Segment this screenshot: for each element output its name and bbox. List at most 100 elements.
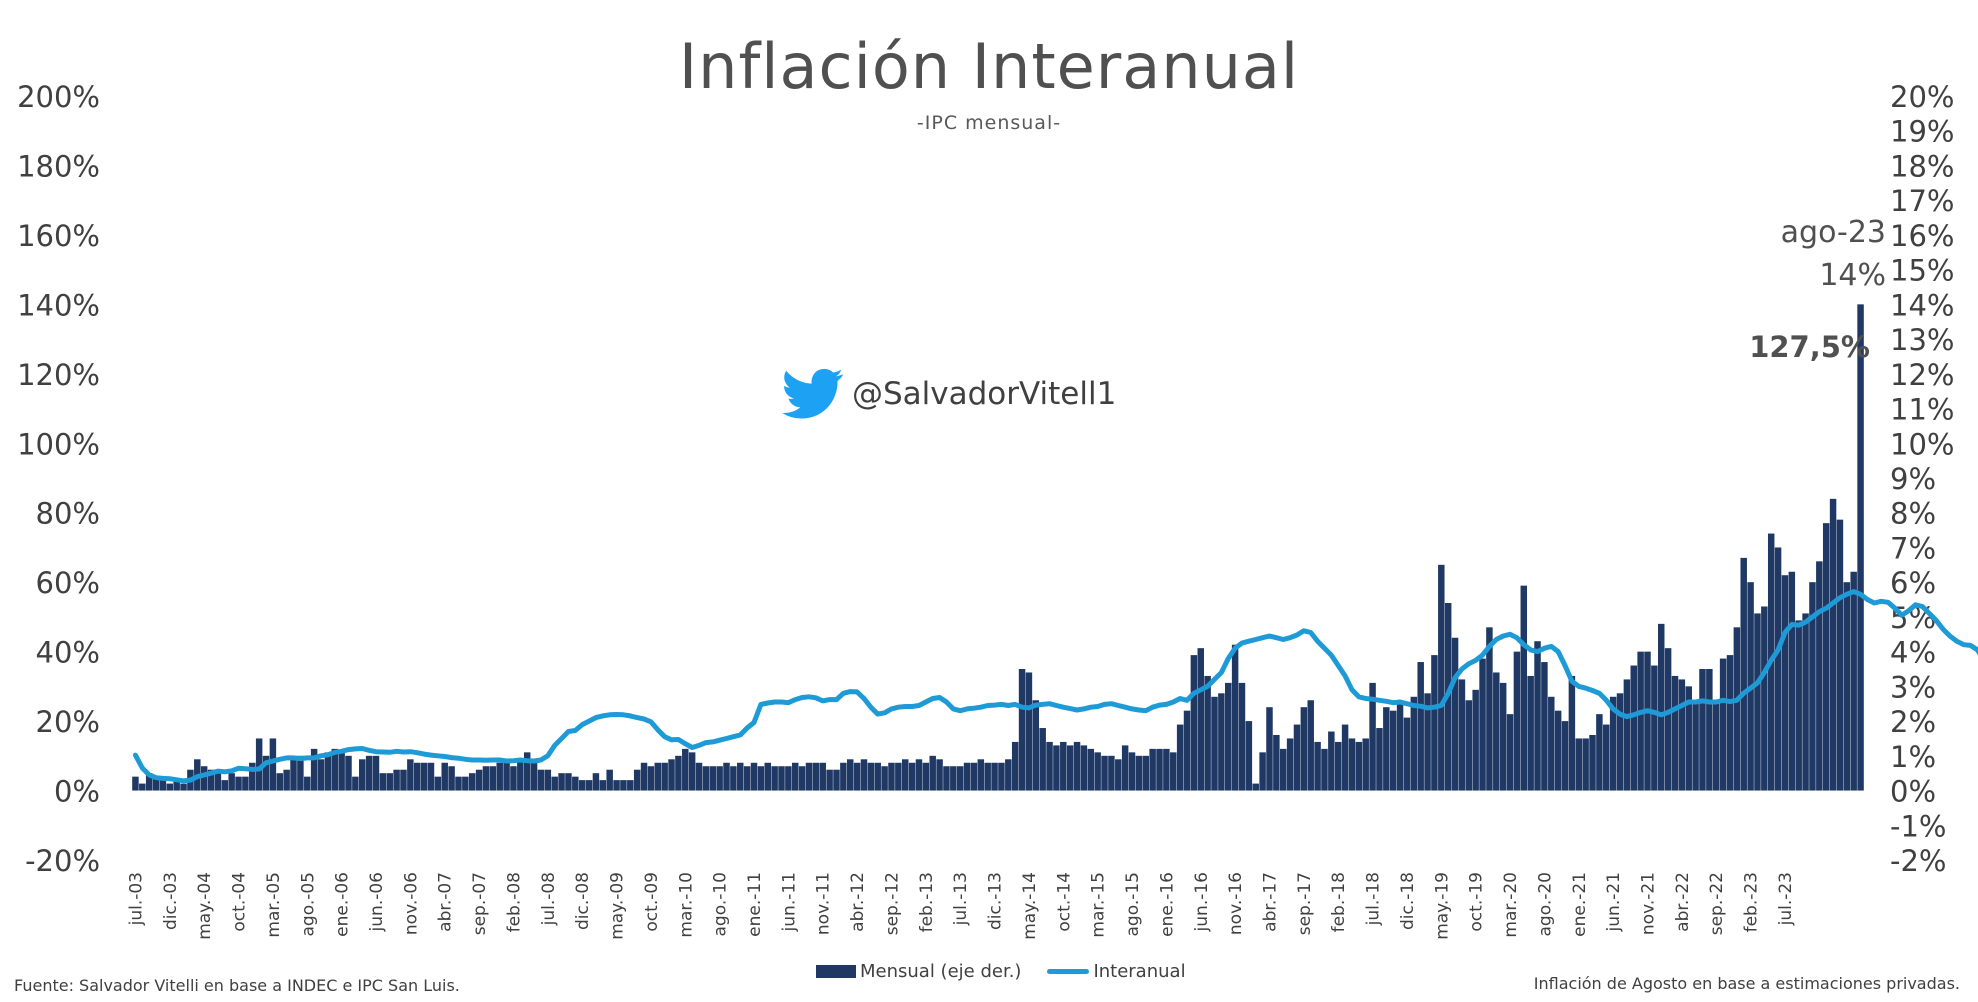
x-tick-label: ago.-20 [1535,872,1555,936]
bar [1664,648,1672,791]
bar [441,762,448,791]
bar [1465,700,1473,791]
bar [1829,498,1837,791]
bar [1513,651,1521,791]
bar [1307,700,1314,791]
bar [1692,703,1699,791]
bar [950,766,957,791]
bar [1362,738,1369,791]
bar [242,776,249,791]
x-tick-label: ene.-06 [333,872,353,937]
twitter-handle: @SalvadorVitell1 [852,376,1117,412]
bar [1115,759,1122,791]
bar [654,762,662,791]
bar [462,776,469,791]
bar [1369,682,1376,791]
x-tick-label: ago.-15 [1123,872,1143,936]
x-tick-label: dic.-13 [986,872,1006,930]
bar [1225,682,1232,791]
bar [221,780,229,791]
bar [1740,557,1747,791]
bar [1706,669,1713,791]
bar [881,766,888,791]
right-tick-label: 3% [1890,670,1936,704]
bar [792,762,799,791]
bar [510,766,517,791]
bar [345,755,352,791]
x-tick-label: feb.-18 [1329,872,1349,932]
bar [963,762,971,791]
bar [352,776,359,791]
bar [1252,783,1259,791]
bar [1788,571,1796,791]
bar [1080,745,1088,791]
bar [1087,748,1095,791]
bar [833,769,840,791]
bar [1011,741,1019,791]
bar [132,776,139,791]
bar [716,766,723,791]
annotation-month: ago-23 [1780,215,1886,250]
chart-title: Inflación Interanual [678,30,1300,103]
bar [702,766,710,791]
x-tick-label: jul.-13 [951,872,971,926]
x-tick-label: nov.-06 [401,872,421,935]
bar [1575,738,1583,791]
bar [523,752,531,791]
bar [860,759,868,791]
x-tick-label: may.-09 [608,872,628,940]
bar [1245,721,1253,791]
bar [1568,675,1576,791]
bar [1486,627,1493,791]
bar [1671,675,1679,791]
x-tick-label: mar.-15 [1089,872,1109,938]
bar [743,766,751,791]
bar [1197,648,1204,791]
x-tick-label: oct.-09 [642,872,662,932]
bar [180,783,187,791]
bar [778,766,785,791]
x-tick-label: nov.-16 [1226,872,1246,935]
right-tick-label: 20% [1890,80,1954,114]
bar [1389,710,1397,791]
bar [255,738,263,791]
bar [400,769,407,791]
bar [558,773,565,791]
bar [475,769,483,791]
line-series-interanual [132,589,1978,784]
x-tick-label: jul.-08 [539,872,559,926]
bar [867,762,875,791]
annotation-annual-value: 127,5% [1749,330,1870,364]
bar [970,762,978,791]
bar [1637,651,1644,791]
bar [675,755,682,791]
bar [1025,672,1033,791]
bar [1802,613,1809,791]
bar [207,769,215,791]
footnote: Inflación de Agosto en base a estimacion… [1533,974,1960,993]
bar [1548,696,1555,791]
bar [984,762,991,791]
bar [372,755,380,791]
bar [1651,665,1658,791]
bar [915,759,923,791]
bar [1733,627,1741,791]
x-tick-label: jun.-11 [779,872,799,932]
right-tick-label: 12% [1890,358,1954,392]
bar [1108,755,1115,791]
annotation-monthly-value: 14% [1819,258,1886,293]
bar [1603,724,1610,791]
bar [1678,679,1686,791]
bar [1073,741,1081,791]
right-tick-label: 2% [1890,705,1936,739]
bar [723,762,730,791]
bar [1685,686,1692,791]
bar [304,776,311,791]
bar [1623,679,1631,791]
x-tick-label: ene.-21 [1570,872,1590,937]
bar [214,769,222,791]
bar [1211,696,1218,791]
x-tick-label: nov.-11 [814,872,834,935]
x-tick-label: abr.-12 [848,872,868,932]
left-tick-label: 60% [36,566,100,600]
